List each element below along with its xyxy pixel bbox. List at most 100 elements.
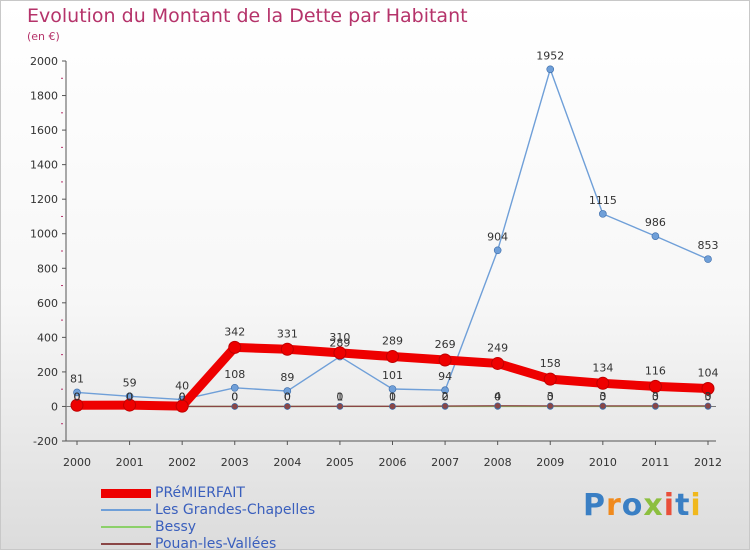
y-tick-label: 2000 xyxy=(30,55,58,68)
data-label: 0 xyxy=(336,390,343,403)
y-tick-label: 1200 xyxy=(30,193,58,206)
x-tick-label: 2012 xyxy=(694,456,722,469)
data-label: 289 xyxy=(382,335,403,348)
data-point xyxy=(648,379,662,393)
data-point xyxy=(701,381,715,395)
legend-swatch xyxy=(101,488,151,498)
data-label: 0 xyxy=(179,390,186,403)
data-label: 289 xyxy=(329,337,350,350)
data-label: 0 xyxy=(74,390,81,403)
data-point xyxy=(336,402,344,410)
legend-label: Pouan-les-Vallées xyxy=(155,536,277,552)
x-tick-label: 2006 xyxy=(379,456,407,469)
logo-letter: i xyxy=(690,488,702,523)
x-tick-label: 2008 xyxy=(484,456,512,469)
data-label: 2 xyxy=(442,390,449,403)
chart-title: Evolution du Montant de la Dette par Hab… xyxy=(27,5,468,27)
data-label: 1952 xyxy=(536,49,564,62)
data-point xyxy=(651,232,660,240)
data-label: 0 xyxy=(284,390,291,403)
data-point xyxy=(494,402,501,410)
y-tick-label: 0 xyxy=(51,400,58,413)
data-point xyxy=(284,403,291,410)
data-label: 904 xyxy=(487,230,508,243)
x-tick-label: 2002 xyxy=(168,456,196,469)
x-tick-label: 2009 xyxy=(536,456,564,469)
data-label: 116 xyxy=(645,364,666,377)
x-tick-label: 2003 xyxy=(221,456,249,469)
legend-label: PRéMIERFAIT xyxy=(155,485,245,501)
data-point xyxy=(280,342,294,356)
data-point xyxy=(123,398,137,412)
data-point xyxy=(228,340,242,354)
data-point xyxy=(231,403,239,410)
data-label: 853 xyxy=(698,239,719,252)
data-label: 89 xyxy=(280,371,294,384)
logo-letter: r xyxy=(606,488,622,523)
data-point xyxy=(704,255,712,263)
series-line xyxy=(76,68,709,401)
data-label: 158 xyxy=(540,357,561,370)
data-point xyxy=(73,388,81,397)
data-point xyxy=(599,402,607,410)
y-tick-label: -200 xyxy=(33,435,58,448)
logo-letter: o xyxy=(621,488,644,523)
legend-swatch xyxy=(101,526,151,528)
data-point xyxy=(230,383,239,392)
data-point xyxy=(493,246,502,255)
chart-subtitle: (en €) xyxy=(27,30,60,43)
data-label: 0 xyxy=(494,390,501,403)
data-label: 40 xyxy=(175,380,189,393)
data-label: 59 xyxy=(123,376,137,389)
y-tick-label: 1800 xyxy=(30,90,58,103)
data-label: 3 xyxy=(652,390,659,403)
data-point xyxy=(599,210,607,218)
data-label: 0 xyxy=(442,390,449,403)
data-point xyxy=(543,372,557,386)
data-label: 342 xyxy=(224,325,245,338)
y-tick-label: 1600 xyxy=(30,124,58,137)
data-point xyxy=(386,350,399,364)
data-label: 81 xyxy=(70,372,84,385)
data-label: 94 xyxy=(438,370,452,383)
y-tick-label: 400 xyxy=(37,331,58,344)
data-label: 1 xyxy=(389,390,396,403)
data-point xyxy=(596,376,610,390)
proxiti-logo: Proxiti xyxy=(583,488,702,523)
data-label: 0 xyxy=(231,390,238,403)
x-tick-label: 2004 xyxy=(273,456,301,469)
legend-swatch xyxy=(101,509,151,511)
data-label: 269 xyxy=(435,338,456,351)
data-label: 101 xyxy=(382,369,403,382)
logo-letter: x xyxy=(643,488,664,523)
data-point xyxy=(491,356,505,370)
x-tick-label: 2000 xyxy=(63,456,91,469)
legend-label: Bessy xyxy=(155,519,197,535)
data-point xyxy=(441,402,449,410)
data-point xyxy=(704,402,712,410)
data-label: 3 xyxy=(599,390,606,403)
data-label: 0 xyxy=(126,390,133,403)
data-label: 0 xyxy=(126,390,133,403)
logo-letter: P xyxy=(583,488,606,523)
legend-label: Les Grandes-Chapelles xyxy=(155,502,316,518)
data-point xyxy=(389,402,396,410)
data-point xyxy=(333,346,347,360)
data-label: 986 xyxy=(645,216,666,229)
y-tick-label: 1400 xyxy=(30,159,58,172)
data-label: 0 xyxy=(705,390,712,403)
x-tick-label: 2005 xyxy=(326,456,354,469)
data-label: 1 xyxy=(336,390,343,403)
data-label: 3 xyxy=(705,390,712,403)
y-tick-label: 800 xyxy=(37,262,58,275)
data-label: 1115 xyxy=(589,194,617,207)
logo-letter: i xyxy=(663,488,676,523)
x-tick-label: 2007 xyxy=(431,456,459,469)
y-tick-label: 600 xyxy=(37,297,58,310)
x-tick-label: 2001 xyxy=(116,456,144,469)
data-label: 331 xyxy=(277,327,298,340)
data-label: 0 xyxy=(179,390,186,403)
data-label: 4 xyxy=(494,390,501,403)
